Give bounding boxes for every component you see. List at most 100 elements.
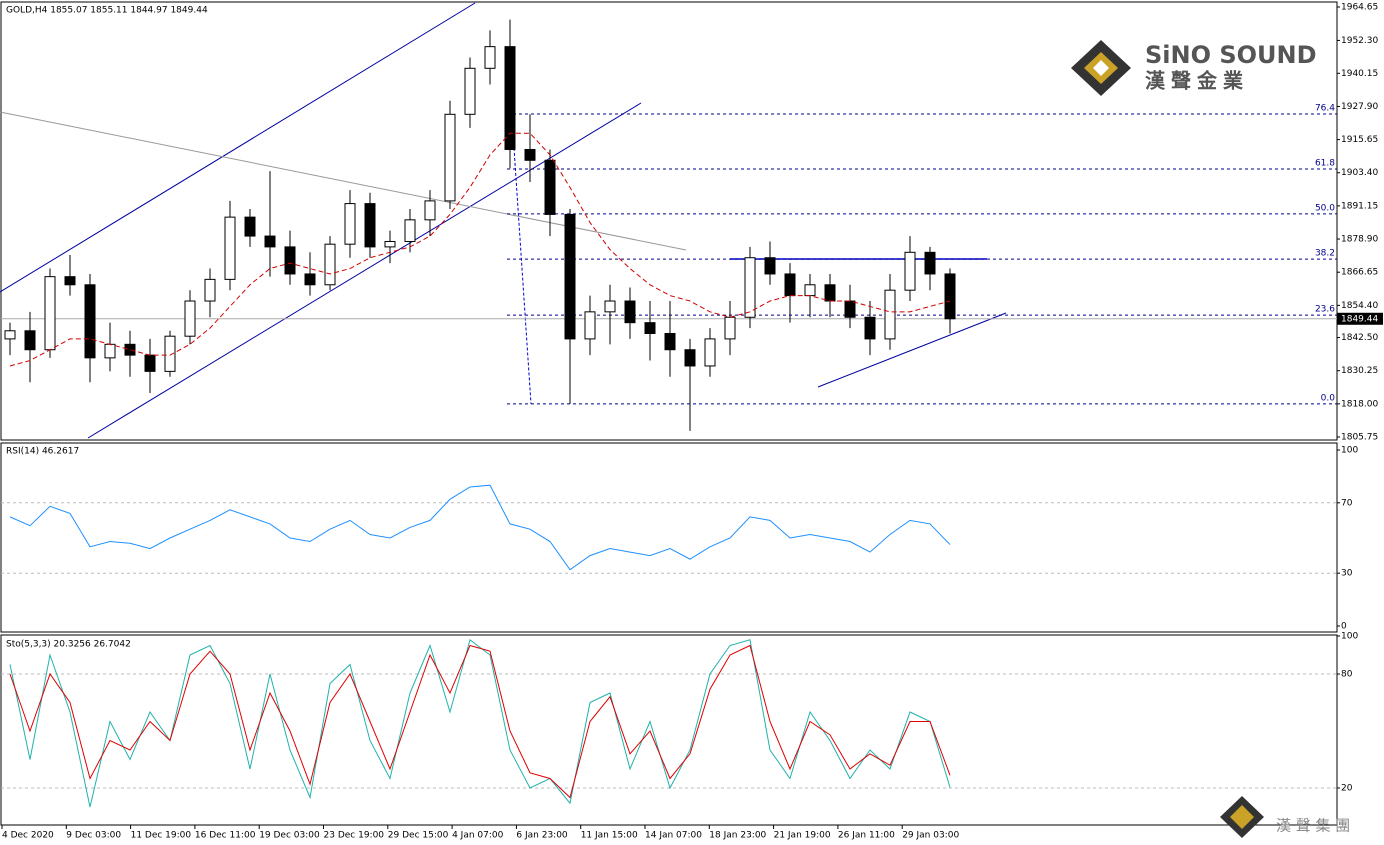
candle-body xyxy=(84,284,96,359)
y-tick-label: 1818.00 xyxy=(1341,399,1378,409)
x-tick-label: 4 Jan 07:00 xyxy=(452,831,504,841)
candle-body xyxy=(904,251,916,291)
logo-diamond xyxy=(1230,805,1254,829)
candle-body xyxy=(24,330,36,351)
candle-body xyxy=(864,316,876,340)
candle-body xyxy=(424,200,436,221)
x-tick-label: 29 Jan 03:00 xyxy=(902,831,959,841)
candle-body xyxy=(884,289,896,340)
brand-name: SiNO SOUND xyxy=(1145,41,1317,69)
candle-body xyxy=(44,276,56,351)
x-tick-label: 29 Dec 15:00 xyxy=(388,831,449,841)
y-tick-label: 20 xyxy=(1341,784,1353,794)
candle-body xyxy=(664,332,676,351)
x-tick-label: 6 Jan 23:00 xyxy=(516,831,568,841)
candle-body xyxy=(184,300,196,337)
rsi-title: RSI(14) 46.2617 xyxy=(6,447,79,457)
y-tick-label: 70 xyxy=(1341,498,1353,508)
x-tick-label: 26 Jan 11:00 xyxy=(838,831,895,841)
candle-body xyxy=(364,203,376,248)
candle-body xyxy=(384,240,396,248)
fib-label: 76.4 xyxy=(1315,104,1335,114)
y-tick-label: 1952.30 xyxy=(1341,36,1378,46)
sto-panel xyxy=(0,634,1338,826)
candle-body xyxy=(684,349,696,367)
y-tick-label: 0 xyxy=(1341,622,1347,632)
candle-body xyxy=(924,251,936,275)
x-tick-label: 19 Dec 03:00 xyxy=(259,831,320,841)
candle-body xyxy=(524,148,536,161)
last-price-box xyxy=(1337,312,1383,325)
x-tick-label: 4 Dec 2020 xyxy=(2,831,54,841)
candle-body xyxy=(104,343,116,359)
candle-body xyxy=(624,300,636,324)
y-tick-label: 1866.65 xyxy=(1341,268,1378,278)
y-tick-label: 1940.15 xyxy=(1341,69,1378,79)
price-title: GOLD,H4 1855.07 1855.11 1844.97 1849.44 xyxy=(6,6,208,16)
fib-base xyxy=(511,117,532,405)
candle-body xyxy=(224,216,236,280)
candle-body xyxy=(844,300,856,318)
candle-body xyxy=(704,338,716,367)
y-tick-label: 100 xyxy=(1341,632,1358,642)
candle-body xyxy=(344,203,356,245)
candle-body xyxy=(644,322,656,334)
x-tick-label: 18 Jan 23:00 xyxy=(709,831,766,841)
x-tick-label: 21 Jan 19:00 xyxy=(774,831,831,841)
y-tick-label: 1915.65 xyxy=(1341,135,1378,145)
last-price-label: 1849.44 xyxy=(1341,314,1378,324)
plot-layer xyxy=(0,1,1338,826)
x-tick-label: 11 Dec 19:00 xyxy=(131,831,192,841)
rsi-line xyxy=(9,484,951,571)
y-tick-label: 100 xyxy=(1341,446,1358,456)
x-tick-label: 16 Dec 11:00 xyxy=(195,831,256,841)
y-tick-label: 1805.75 xyxy=(1341,433,1378,443)
candle-body xyxy=(144,354,156,372)
x-tick-label: 9 Dec 03:00 xyxy=(66,831,121,841)
y-tick-label: 1903.40 xyxy=(1341,168,1378,178)
candle-body xyxy=(4,330,16,340)
candle-body xyxy=(744,257,756,318)
y-tick-label: 30 xyxy=(1341,569,1353,579)
candle-body xyxy=(804,284,816,297)
brand-chinese: 漢聲金業 xyxy=(1145,69,1249,93)
candle-body xyxy=(244,216,256,237)
x-tick-label: 14 Jan 07:00 xyxy=(645,831,702,841)
sto-title: Sto(5,3,3) 20.3256 26.7042 xyxy=(6,640,131,650)
candle-body xyxy=(324,243,336,286)
y-tick-label: 1878.90 xyxy=(1341,235,1378,245)
stochastic-line xyxy=(9,638,951,808)
fib-label: 38.2 xyxy=(1315,249,1335,259)
fib-label: 23.6 xyxy=(1315,305,1335,315)
y-tick-label: 1830.25 xyxy=(1341,366,1378,376)
candle-body xyxy=(124,343,136,356)
candle-body xyxy=(464,67,476,115)
y-tick-label: 1927.90 xyxy=(1341,102,1378,112)
candle-body xyxy=(824,284,836,302)
y-tick-label: 1842.50 xyxy=(1341,333,1378,343)
candle-body xyxy=(544,159,556,215)
candle-body xyxy=(404,219,416,242)
candle-body xyxy=(484,46,496,69)
fib-label: 50.0 xyxy=(1315,203,1335,213)
candle-body xyxy=(564,213,576,340)
y-tick-label: 1891.15 xyxy=(1341,201,1378,211)
channel-line xyxy=(87,102,642,439)
candle-body xyxy=(164,335,176,372)
candle-body xyxy=(584,311,596,340)
brand-footer: 漢 聲 集 團 xyxy=(1276,817,1350,835)
y-tick-label: 80 xyxy=(1341,670,1353,680)
candle-body xyxy=(444,113,456,202)
logo: SiNO SOUND 漢聲金業 漢 聲 集 團 xyxy=(1071,40,1350,838)
price-panel xyxy=(0,1,1338,441)
candle-body xyxy=(604,300,616,313)
moving-average xyxy=(9,132,951,367)
candle-body xyxy=(784,273,796,297)
candle-body xyxy=(284,246,296,275)
fib-label: 61.8 xyxy=(1315,158,1335,168)
logo-diamond xyxy=(1093,60,1109,76)
fib-label: 0.0 xyxy=(1321,393,1336,403)
